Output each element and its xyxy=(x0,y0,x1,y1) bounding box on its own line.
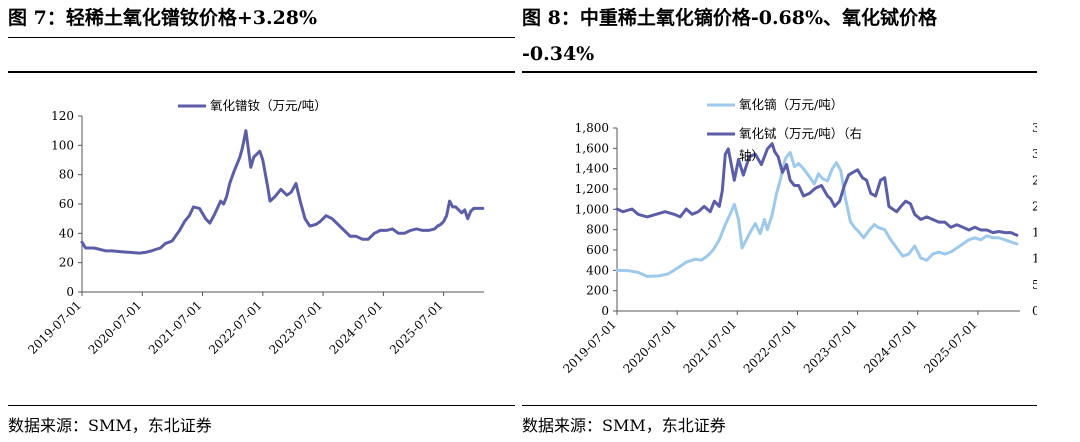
right-chart: 0 200 400 600 800 1,000 1,200 1,400 1,600 1,800 20… xyxy=(560,97,1037,376)
x-tick-label: 2021-07-01 xyxy=(681,317,740,376)
x-tick-label: 2020-07-01 xyxy=(86,298,145,357)
y2-tick-label: 350 xyxy=(1032,121,1037,135)
legend-label-tb: 氧化铽（万元/吨）（右 xyxy=(739,126,862,141)
left-chart: 0 20 40 60 80 100 120 2019-07-01 2020-07-01 2021-… xyxy=(25,98,485,357)
y2-tick-label: 0 xyxy=(1032,304,1037,318)
y-tick-label: 800 xyxy=(586,223,609,237)
y-tick-label: 1,400 xyxy=(575,162,609,176)
y-tick-label: 400 xyxy=(586,263,609,277)
y-tick-label: 1,200 xyxy=(575,182,609,196)
x-tick-label: 2019-07-01 xyxy=(25,298,84,357)
left-figure-title: 图 7：轻稀土氧化镨钕价格+3.28% xyxy=(8,7,318,29)
series-line-2 xyxy=(615,142,1019,237)
right-figure-title-line1: 图 8：中重稀土氧化镝价格-0.68%、氧化铽价格 xyxy=(522,7,938,29)
legend-label-prnd: 氧化镨钕（万元/吨） xyxy=(210,98,327,113)
x-tick-label: 2021-07-01 xyxy=(146,298,205,357)
y-tick-label: 40 xyxy=(59,226,74,240)
y-tick-label: 1,600 xyxy=(575,141,609,155)
left-source-rule xyxy=(8,405,515,406)
y-tick-label: 1,000 xyxy=(575,202,609,216)
x-tick-label: 2025-07-01 xyxy=(921,317,980,376)
right-figure-title-line2: -0.34% xyxy=(522,43,595,65)
right-source-note: 数据来源：SMM，东北证券 xyxy=(522,416,726,435)
y-tick-label: 0 xyxy=(601,304,609,318)
x-tick-label: 2023-07-01 xyxy=(801,317,860,376)
x-tick-label: 2020-07-01 xyxy=(620,317,679,376)
y-tick-label: 600 xyxy=(586,243,609,257)
x-tick-label: 2022-07-01 xyxy=(206,298,265,357)
y2-tick-label: 150 xyxy=(1032,226,1037,240)
y-tick-label: 20 xyxy=(59,256,74,270)
right-title-rule-thick xyxy=(522,71,1037,73)
x-tick-label: 2024-07-01 xyxy=(861,317,920,376)
y2-tick-label: 200 xyxy=(1032,199,1037,213)
legend-label-dy: 氧化镝（万元/吨） xyxy=(739,97,843,112)
y2-tick-label: 100 xyxy=(1032,252,1037,266)
x-tick-label: 2019-07-01 xyxy=(560,317,619,376)
left-source-note: 数据来源：SMM，东北证券 xyxy=(8,416,212,435)
y-tick-label: 1,800 xyxy=(575,121,609,135)
y-tick-label: 100 xyxy=(51,138,74,152)
y2-tick-label: 50 xyxy=(1032,278,1037,292)
y2-tick-label: 250 xyxy=(1032,173,1037,187)
x-tick-label: 2024-07-01 xyxy=(327,298,386,357)
x-tick-label: 2022-07-01 xyxy=(741,317,800,376)
y-tick-label: 60 xyxy=(59,197,74,211)
series-line-1 xyxy=(615,150,1019,278)
left-title-rule-thin xyxy=(8,37,515,38)
x-tick-label: 2023-07-01 xyxy=(266,298,325,357)
legend-label-tb-wrap: 轴） xyxy=(739,148,764,163)
left-title-rule-thick xyxy=(8,71,515,73)
series-line-1 xyxy=(80,129,485,255)
right-panel: 图 8：中重稀土氧化镝价格-0.68%、氧化铽价格 -0.34% 0 200 400… xyxy=(522,0,1037,442)
x-tick-label: 2025-07-01 xyxy=(387,298,446,357)
y2-tick-label: 300 xyxy=(1032,147,1037,161)
y-tick-label: 120 xyxy=(51,109,74,123)
left-panel: 图 7：轻稀土氧化镨钕价格+3.28% 0 20 40 60 80 100 120 2019-… xyxy=(8,0,515,442)
y-tick-label: 200 xyxy=(586,284,609,298)
y-tick-label: 0 xyxy=(66,285,74,299)
right-source-rule xyxy=(522,405,1037,406)
y-tick-label: 80 xyxy=(59,168,74,182)
